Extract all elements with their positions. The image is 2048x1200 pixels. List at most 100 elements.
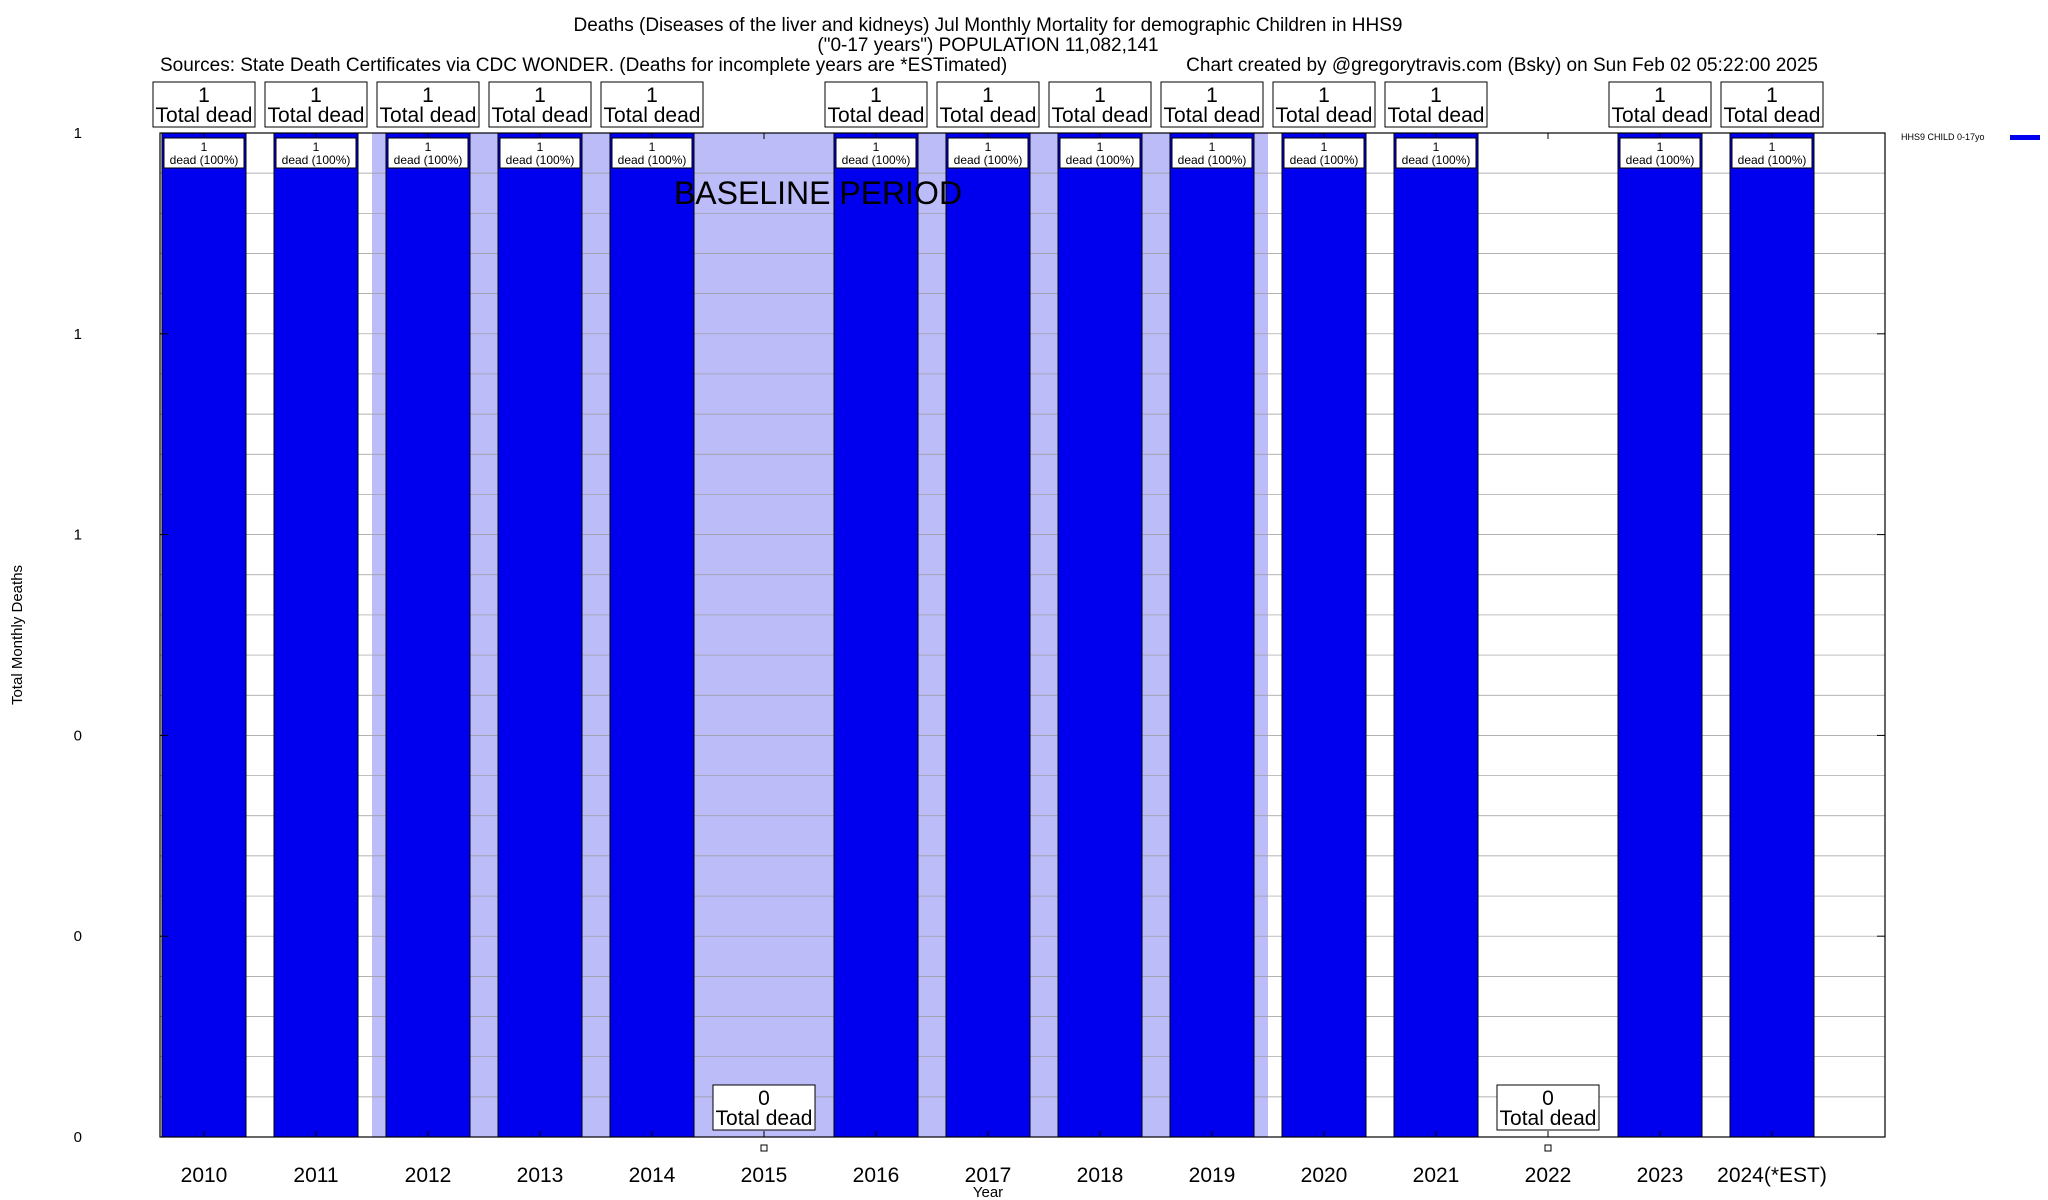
total-dead-count: 1 [1206, 84, 1218, 107]
bar-label-percent: dead (100%) [394, 153, 463, 167]
total-dead-count: 1 [1766, 84, 1778, 107]
bar-label-box [1283, 137, 1365, 169]
total-dead-label: Total dead [716, 1107, 813, 1130]
bar-label-percent: dead (100%) [1402, 153, 1471, 167]
bar-label-percent: dead (100%) [1738, 153, 1807, 167]
bar-label-count: 1 [1433, 140, 1440, 154]
bar-label-box [1171, 137, 1253, 169]
legend: HHS9 CHILD 0-17yo [1901, 132, 2040, 142]
bar-label-count: 1 [985, 140, 992, 154]
y-tick-label: 1 [74, 326, 82, 343]
total-dead-box [152, 81, 256, 128]
bar-label-box [1619, 137, 1701, 169]
total-dead-box [376, 81, 480, 128]
chart-sources: Sources: State Death Certificates via CD… [160, 55, 1007, 76]
total-dead-label: Total dead [1052, 104, 1149, 127]
x-tick-label: 2013 [517, 1164, 564, 1187]
bar-label-percent: dead (100%) [842, 153, 911, 167]
y-tick-label: 0 [74, 1129, 82, 1146]
total-dead-box [1384, 81, 1488, 128]
bar-label-percent: dead (100%) [954, 153, 1023, 167]
total-dead-count: 1 [1430, 84, 1442, 107]
bar-label-box [499, 137, 581, 169]
bar-2012 [385, 132, 471, 1138]
total-dead-label: Total dead [604, 104, 701, 127]
total-dead-count: 1 [534, 84, 546, 107]
x-tick-label: 2018 [1077, 1164, 1124, 1187]
total-dead-label: Total dead [268, 104, 365, 127]
bar-2014 [609, 132, 695, 1138]
bar-label-percent: dead (100%) [506, 153, 575, 167]
y-tick-label: 1 [74, 527, 82, 544]
bar-label-count: 1 [537, 140, 544, 154]
total-dead-box [1720, 81, 1824, 128]
bar-2017 [945, 132, 1031, 1138]
bar-2011 [273, 132, 359, 1138]
x-axis-label: Year [973, 1184, 1003, 1200]
total-dead-label: Total dead [1724, 104, 1821, 127]
baseline-period-label: BASELINE PERIOD [674, 175, 962, 211]
chart-credit: Chart created by @gregorytravis.com (Bsk… [1186, 55, 1818, 76]
x-tick-label: 2023 [1637, 1164, 1684, 1187]
x-tick-label: 2014 [629, 1164, 676, 1187]
y-tick-label: 0 [74, 727, 82, 744]
zero-point-2015 [760, 1144, 768, 1152]
total-dead-box [264, 81, 368, 128]
bar-label-box [275, 137, 357, 169]
total-dead-box [1608, 81, 1712, 128]
total-dead-label: Total dead [940, 104, 1037, 127]
total-dead-box [1160, 81, 1264, 128]
bar-label-percent: dead (100%) [1066, 153, 1135, 167]
chart-title-line-1: Deaths (Diseases of the liver and kidney… [574, 15, 1403, 36]
y-tick-label: 0 [74, 928, 82, 945]
bar-2024(*EST) [1729, 132, 1815, 1138]
x-tick-label: 2022 [1525, 1164, 1572, 1187]
bar-label-box [835, 137, 917, 169]
total-dead-count: 1 [982, 84, 994, 107]
x-tick-label: 2016 [853, 1164, 900, 1187]
total-dead-box [712, 1084, 816, 1131]
bar-label-box [1059, 137, 1141, 169]
bar-2021 [1393, 132, 1479, 1138]
x-tick-label: 2015 [741, 1164, 788, 1187]
bar-label-count: 1 [1769, 140, 1776, 154]
bars-layer [161, 132, 1815, 1152]
bar-label-count: 1 [1657, 140, 1664, 154]
bar-2018 [1057, 132, 1143, 1138]
bar-label-box [947, 137, 1029, 169]
total-dead-count: 1 [1318, 84, 1330, 107]
bar-label-percent: dead (100%) [170, 153, 239, 167]
bar-label-percent: dead (100%) [282, 153, 351, 167]
total-dead-box [1496, 1084, 1600, 1131]
total-dead-count: 0 [758, 1087, 770, 1110]
bar-label-count: 1 [1209, 140, 1216, 154]
bar-label-percent: dead (100%) [1626, 153, 1695, 167]
total-dead-count: 1 [310, 84, 322, 107]
bar-2010 [161, 132, 247, 1138]
x-tick-label: 2024(*EST) [1717, 1164, 1827, 1187]
total-dead-label: Total dead [1388, 104, 1485, 127]
bar-label-count: 1 [201, 140, 208, 154]
total-dead-box [488, 81, 592, 128]
bar-label-box [1395, 137, 1477, 169]
bar-2023 [1617, 132, 1703, 1138]
total-dead-count: 1 [1094, 84, 1106, 107]
bar-label-count: 1 [1321, 140, 1328, 154]
bar-label-percent: dead (100%) [618, 153, 687, 167]
bar-label-box [163, 137, 245, 169]
bar-label-box [1731, 137, 1813, 169]
zero-point-2022 [1544, 1144, 1552, 1152]
bar-label-box [387, 137, 469, 169]
total-dead-label: Total dead [1164, 104, 1261, 127]
y-tick-label: 1 [74, 125, 82, 142]
bar-label-count: 1 [1097, 140, 1104, 154]
bar-label-percent: dead (100%) [1178, 153, 1247, 167]
total-dead-count: 1 [422, 84, 434, 107]
total-dead-box [1048, 81, 1152, 128]
bar-label-count: 1 [425, 140, 432, 154]
x-tick-label: 2011 [293, 1164, 338, 1187]
total-dead-box [824, 81, 928, 128]
x-tick-label: 2010 [181, 1164, 228, 1187]
